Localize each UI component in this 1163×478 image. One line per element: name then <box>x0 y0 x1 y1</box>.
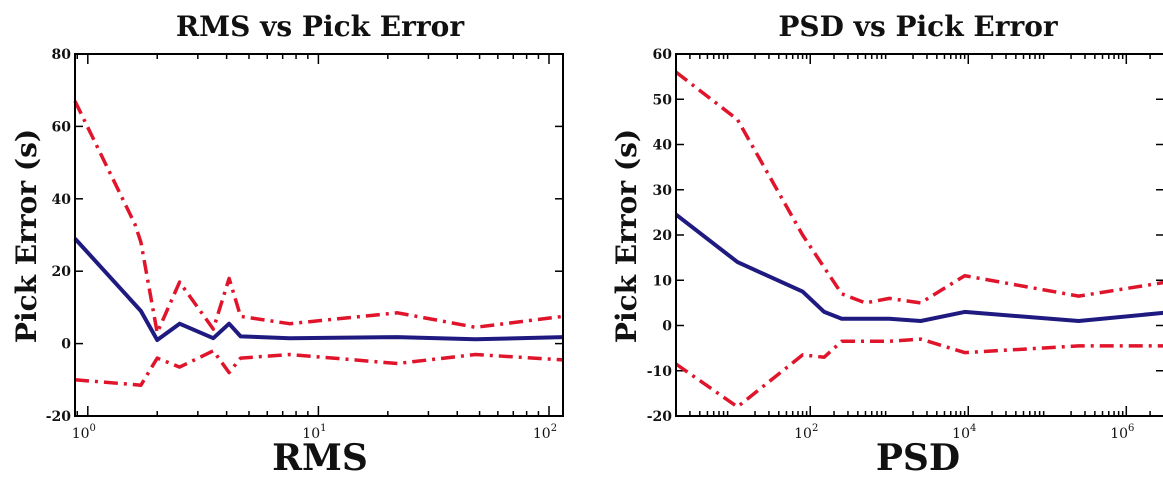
y-axis-label: Pick Error (s) <box>10 129 43 343</box>
y-tick-label: -10 <box>647 364 673 380</box>
y-tick-label: 20 <box>653 228 673 244</box>
y-tick-label: 60 <box>52 119 72 135</box>
rms-chart-panel: RMS vs Pick Error RMS Pick Error (s) -20… <box>10 10 564 478</box>
y-tick-label: 60 <box>653 47 673 63</box>
y-tick-label: 40 <box>52 192 72 208</box>
psd-chart-panel: PSD vs Pick Error PSD Pick Error (s) -20… <box>610 10 1163 478</box>
chart-title: RMS vs Pick Error <box>176 10 465 43</box>
y-axis-label: Pick Error (s) <box>610 129 643 343</box>
x-tick-label: 101 <box>302 423 326 442</box>
plot-area: -20 0 20 40 60 80 100 101 102 <box>46 47 564 442</box>
x-axis-label: RMS <box>272 437 368 478</box>
y-tick-label: 30 <box>653 183 673 199</box>
y-tick-label: -20 <box>647 409 673 425</box>
chart-title: PSD vs Pick Error <box>778 10 1058 43</box>
y-tick-label: -20 <box>46 409 72 425</box>
x-tick-label: 106 <box>1110 423 1134 442</box>
x-tick-label: 104 <box>952 423 976 442</box>
series-line-mean <box>674 213 1163 323</box>
series-line-lower-bound <box>674 337 1163 409</box>
plot-frame <box>675 53 1163 417</box>
y-tick-label: 40 <box>653 138 673 154</box>
y-tick-label: 0 <box>61 337 71 353</box>
series-line-mean <box>73 237 564 342</box>
y-tick-label: 20 <box>52 264 72 280</box>
x-tick-label: 102 <box>533 423 557 442</box>
y-tick-label: 80 <box>52 47 72 63</box>
plot-frame <box>74 53 564 417</box>
series-line-lower-bound <box>74 349 564 387</box>
y-tick-label: 50 <box>653 92 673 108</box>
series-line-upper-bound <box>73 100 564 335</box>
x-tick-label: 100 <box>72 423 96 442</box>
x-axis-label: PSD <box>876 437 960 478</box>
x-tick-label: 102 <box>794 423 818 442</box>
y-tick-label: 0 <box>662 319 672 335</box>
y-tick-label: 10 <box>653 273 673 289</box>
series-line-upper-bound <box>674 70 1163 305</box>
plot-area: -20 -10 0 10 20 30 40 50 60 102 104 106 <box>647 47 1163 442</box>
